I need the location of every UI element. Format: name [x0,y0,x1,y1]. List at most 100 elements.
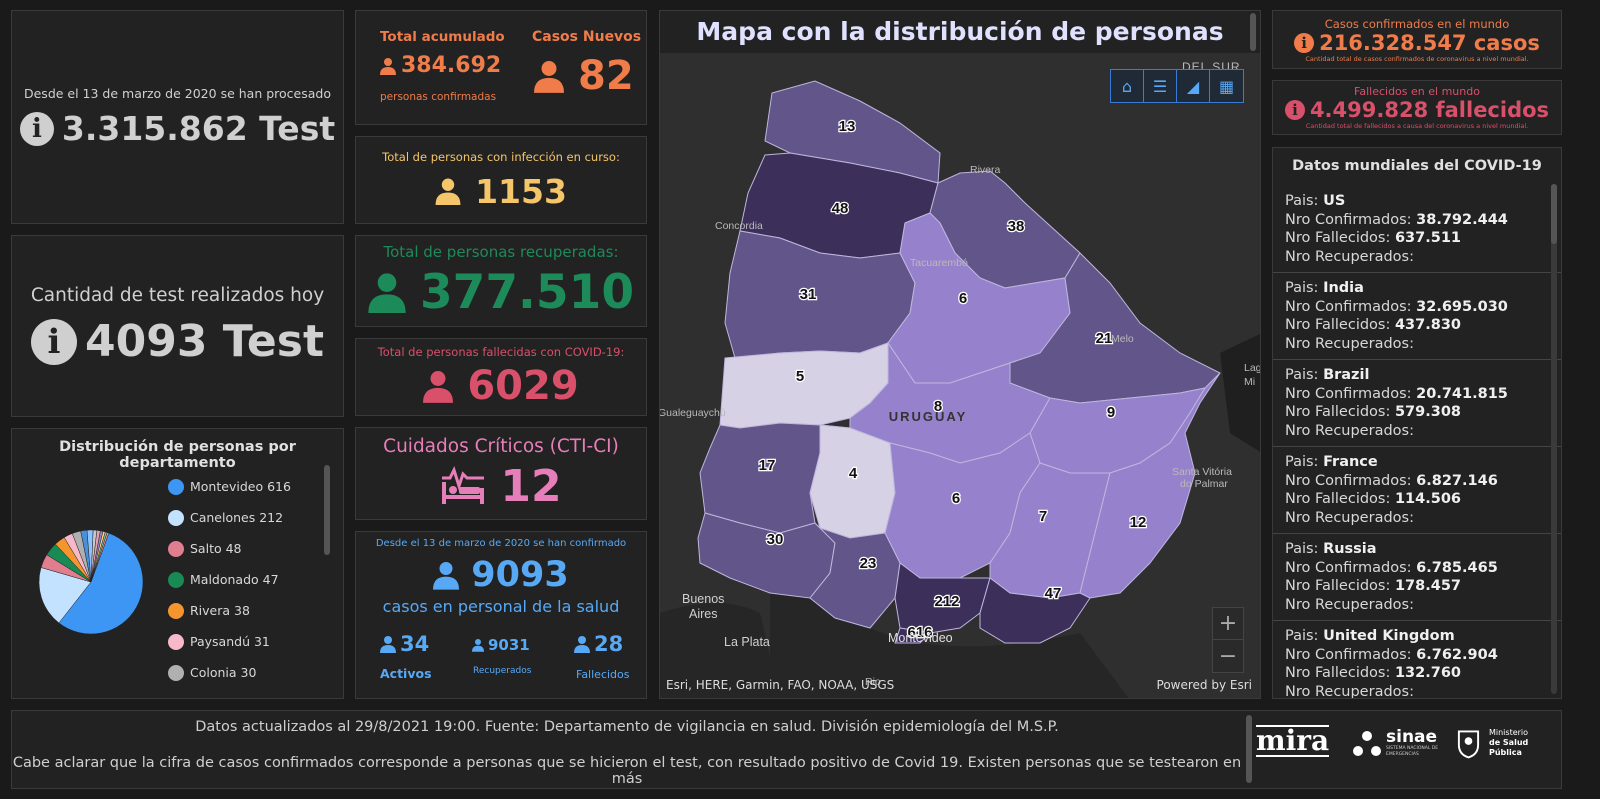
person-icon [433,562,460,590]
confirmed-row: Nro Confirmados: 6.785.465 [1285,559,1549,578]
world-country-item[interactable]: Pais: United Kingdom Nro Confirmados: 6.7… [1273,621,1561,699]
deaths-row: Nro Fallecidos: 437.830 [1285,316,1549,335]
field-value: 6.762.904 [1416,646,1498,663]
person-icon [534,61,564,93]
home-icon[interactable]: ⌂ [1111,70,1144,102]
field-value: 132.760 [1394,665,1462,681]
place-melo: Melo [1111,333,1134,345]
department-count-label: 6 [959,290,967,307]
legend-item[interactable]: Montevideo 616 [168,471,291,502]
department-count-label: 38 [1008,218,1025,235]
pie-slice[interactable] [90,532,110,583]
staff-active-label: Activos [380,666,432,681]
distribution-legend: Montevideo 616 Canelones 212 Salto 48 Maldo… [168,471,291,688]
department-count-label: 17 [759,457,776,474]
msp-logo: Ministerio de Salud Pública [1456,727,1561,759]
sinae-logo: sinae SISTEMA NACIONAL DE EMERGENCIAS [1352,729,1442,758]
recovered-row: Nro Recuperados: [1285,335,1549,354]
department-count-label: 48 [832,200,849,217]
map-title: Mapa con la distribución de personas [660,11,1260,53]
legend-list-icon[interactable]: ☰ [1144,70,1177,102]
staff-recovered-label: Recuperados [473,666,532,676]
legend-item[interactable]: Paysandú 31 [168,626,291,657]
person-icon [435,178,461,205]
footer-update-text: Datos actualizados al 29/8/2021 19:00. F… [195,719,1059,735]
department-count-label: 47 [1045,585,1062,602]
msp-logo-line1: Ministerio [1488,728,1529,737]
department-count-label: 6 [952,490,960,507]
field-value: 178.457 [1394,578,1462,594]
legend-label: Paysandú 31 [190,634,270,649]
active-label: Total de personas con infección en curso… [382,149,620,164]
field-label: Nro Recuperados: [1285,335,1414,352]
confirmed-row: Nro Confirmados: 6.827.146 [1285,472,1549,491]
distribution-pie-chart[interactable] [36,527,146,637]
new-cases-value: 82 [578,53,634,99]
critical-value: 12 [500,460,562,512]
staff-active-value: 34 [400,632,430,656]
legend-item[interactable]: Maldonado 47 [168,564,291,595]
field-label: Nro Recuperados: [1285,509,1414,526]
deaths-row: Nro Fallecidos: 178.457 [1285,577,1549,596]
legend-scrollbar[interactable] [324,465,330,555]
department-soriano[interactable] [699,422,852,534]
place-aires: Aires [689,607,717,621]
legend-label: Maldonado 47 [190,572,279,587]
accumulated-panel: Total acumulado 384.692 personas confirm… [355,10,647,125]
world-deaths-label: Fallecidos en el mundo [1354,85,1480,98]
legend-item[interactable]: Canelones 212 [168,502,291,533]
tests-total-panel: Desde el 13 de marzo de 2020 se han proc… [11,10,344,224]
map-title-scrollbar[interactable] [1250,13,1256,51]
person-icon [368,273,406,313]
world-country-item[interactable]: Pais: US Nro Confirmados: 38.792.444 Nro F… [1273,186,1561,273]
world-country-item[interactable]: Pais: France Nro Confirmados: 6.827.146 Nr… [1273,447,1561,534]
world-country-item[interactable]: Pais: India Nro Confirmados: 32.695.030 Nr… [1273,273,1561,360]
legend-label: Salto 48 [190,541,242,556]
department-rocha[interactable] [1079,372,1221,599]
field-value: Russia [1323,541,1377,557]
field-value: 114.506 [1394,491,1462,507]
legend-color-dot [168,571,184,588]
department-count-label: 7 [1039,508,1047,525]
department-montevideo[interactable] [894,627,932,644]
pie-slice[interactable] [58,532,144,635]
world-confirmed-value: 216.328.547 casos [1319,30,1540,55]
department-count-label: 616 [907,624,932,641]
legend-item[interactable]: Rivera 38 [168,595,291,626]
tests-total-caption: Desde el 13 de marzo de 2020 se han proc… [23,86,331,101]
layers-icon[interactable]: ◢ [1177,70,1210,102]
world-country-item[interactable]: Pais: Russia Nro Confirmados: 6.785.465 Nr… [1273,534,1561,621]
field-label: Nro Confirmados: [1285,646,1417,663]
zoom-in-button[interactable]: + [1213,608,1243,640]
department-san-jose[interactable] [809,522,901,629]
country-name-row: Pais: US [1285,192,1549,211]
field-label: Pais: [1285,454,1324,470]
department-count-label: 23 [860,555,877,572]
staff-recovered-value: 9031 [488,636,530,654]
country-name-row: Pais: United Kingdom [1285,627,1549,646]
zoom-control: + − [1212,607,1244,673]
world-list-panel: Datos mundiales del COVID-19 Pais: US Nro… [1272,147,1562,699]
world-list-scrollbar[interactable] [1551,184,1557,694]
legend-item[interactable]: Colonia 30 [168,657,291,688]
field-label: Nro Recuperados: [1285,683,1414,699]
person-icon [472,639,484,652]
department-maldonado[interactable] [979,577,1091,644]
world-country-item[interactable]: Pais: Brazil Nro Confirmados: 20.741.815 N… [1273,360,1561,447]
person-icon [423,371,454,403]
department-canelones[interactable] [894,562,991,634]
health-staff-value: 9093 [471,555,569,595]
zoom-out-button[interactable]: − [1218,643,1238,669]
world-list-scrollbar-thumb[interactable] [1551,184,1557,244]
pie-slice[interactable] [38,567,92,624]
place-montevideo: Montevideo [888,631,953,645]
footer-scrollbar[interactable] [1246,715,1252,783]
map-powered-by[interactable]: Powered by Esri [1156,678,1252,692]
qr-code-icon[interactable]: ▦ [1210,70,1243,102]
deaths-panel: Total de personas fallecidas con COVID-1… [355,338,647,416]
legend-color-dot [168,540,184,557]
recovered-row: Nro Recuperados: [1285,422,1549,441]
deaths-row: Nro Fallecidos: 579.308 [1285,403,1549,422]
legend-item[interactable]: Salto 48 [168,533,291,564]
